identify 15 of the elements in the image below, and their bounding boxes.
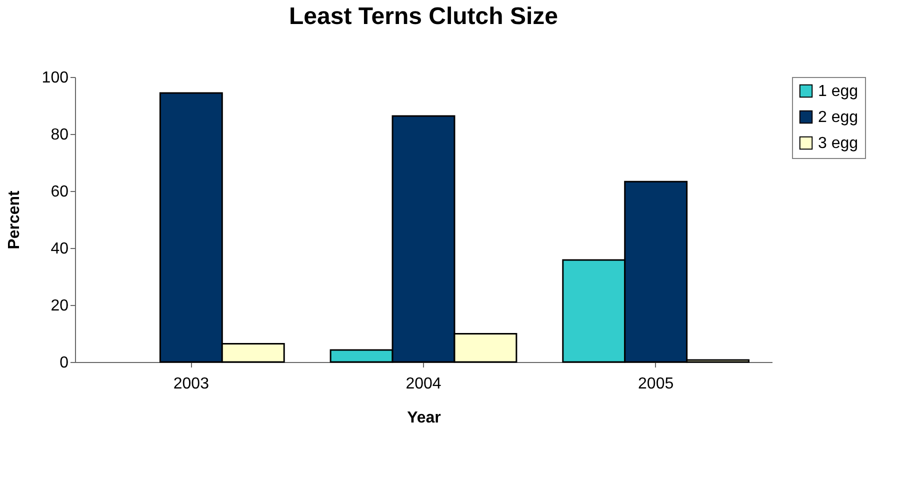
legend-label: 1 egg bbox=[818, 83, 858, 100]
y-tick-label: 20 bbox=[50, 298, 69, 314]
x-tick-label: 2005 bbox=[638, 376, 674, 392]
y-tick-label: 0 bbox=[60, 354, 69, 372]
y-tick-label: 100 bbox=[42, 70, 69, 86]
legend-label: 2 egg bbox=[818, 109, 858, 126]
legend-label: 3 egg bbox=[818, 135, 858, 152]
chart-title: Least Terns Clutch Size bbox=[289, 3, 558, 30]
y-tick-label: 40 bbox=[50, 240, 69, 258]
x-axis-title: Year bbox=[407, 410, 441, 426]
x-tick-label: 2004 bbox=[406, 376, 442, 392]
y-tick-label: 80 bbox=[50, 126, 69, 144]
y-tick-label: 60 bbox=[50, 184, 69, 200]
y-axis-title: Percent bbox=[6, 190, 23, 250]
x-tick-label: 2003 bbox=[173, 376, 210, 392]
